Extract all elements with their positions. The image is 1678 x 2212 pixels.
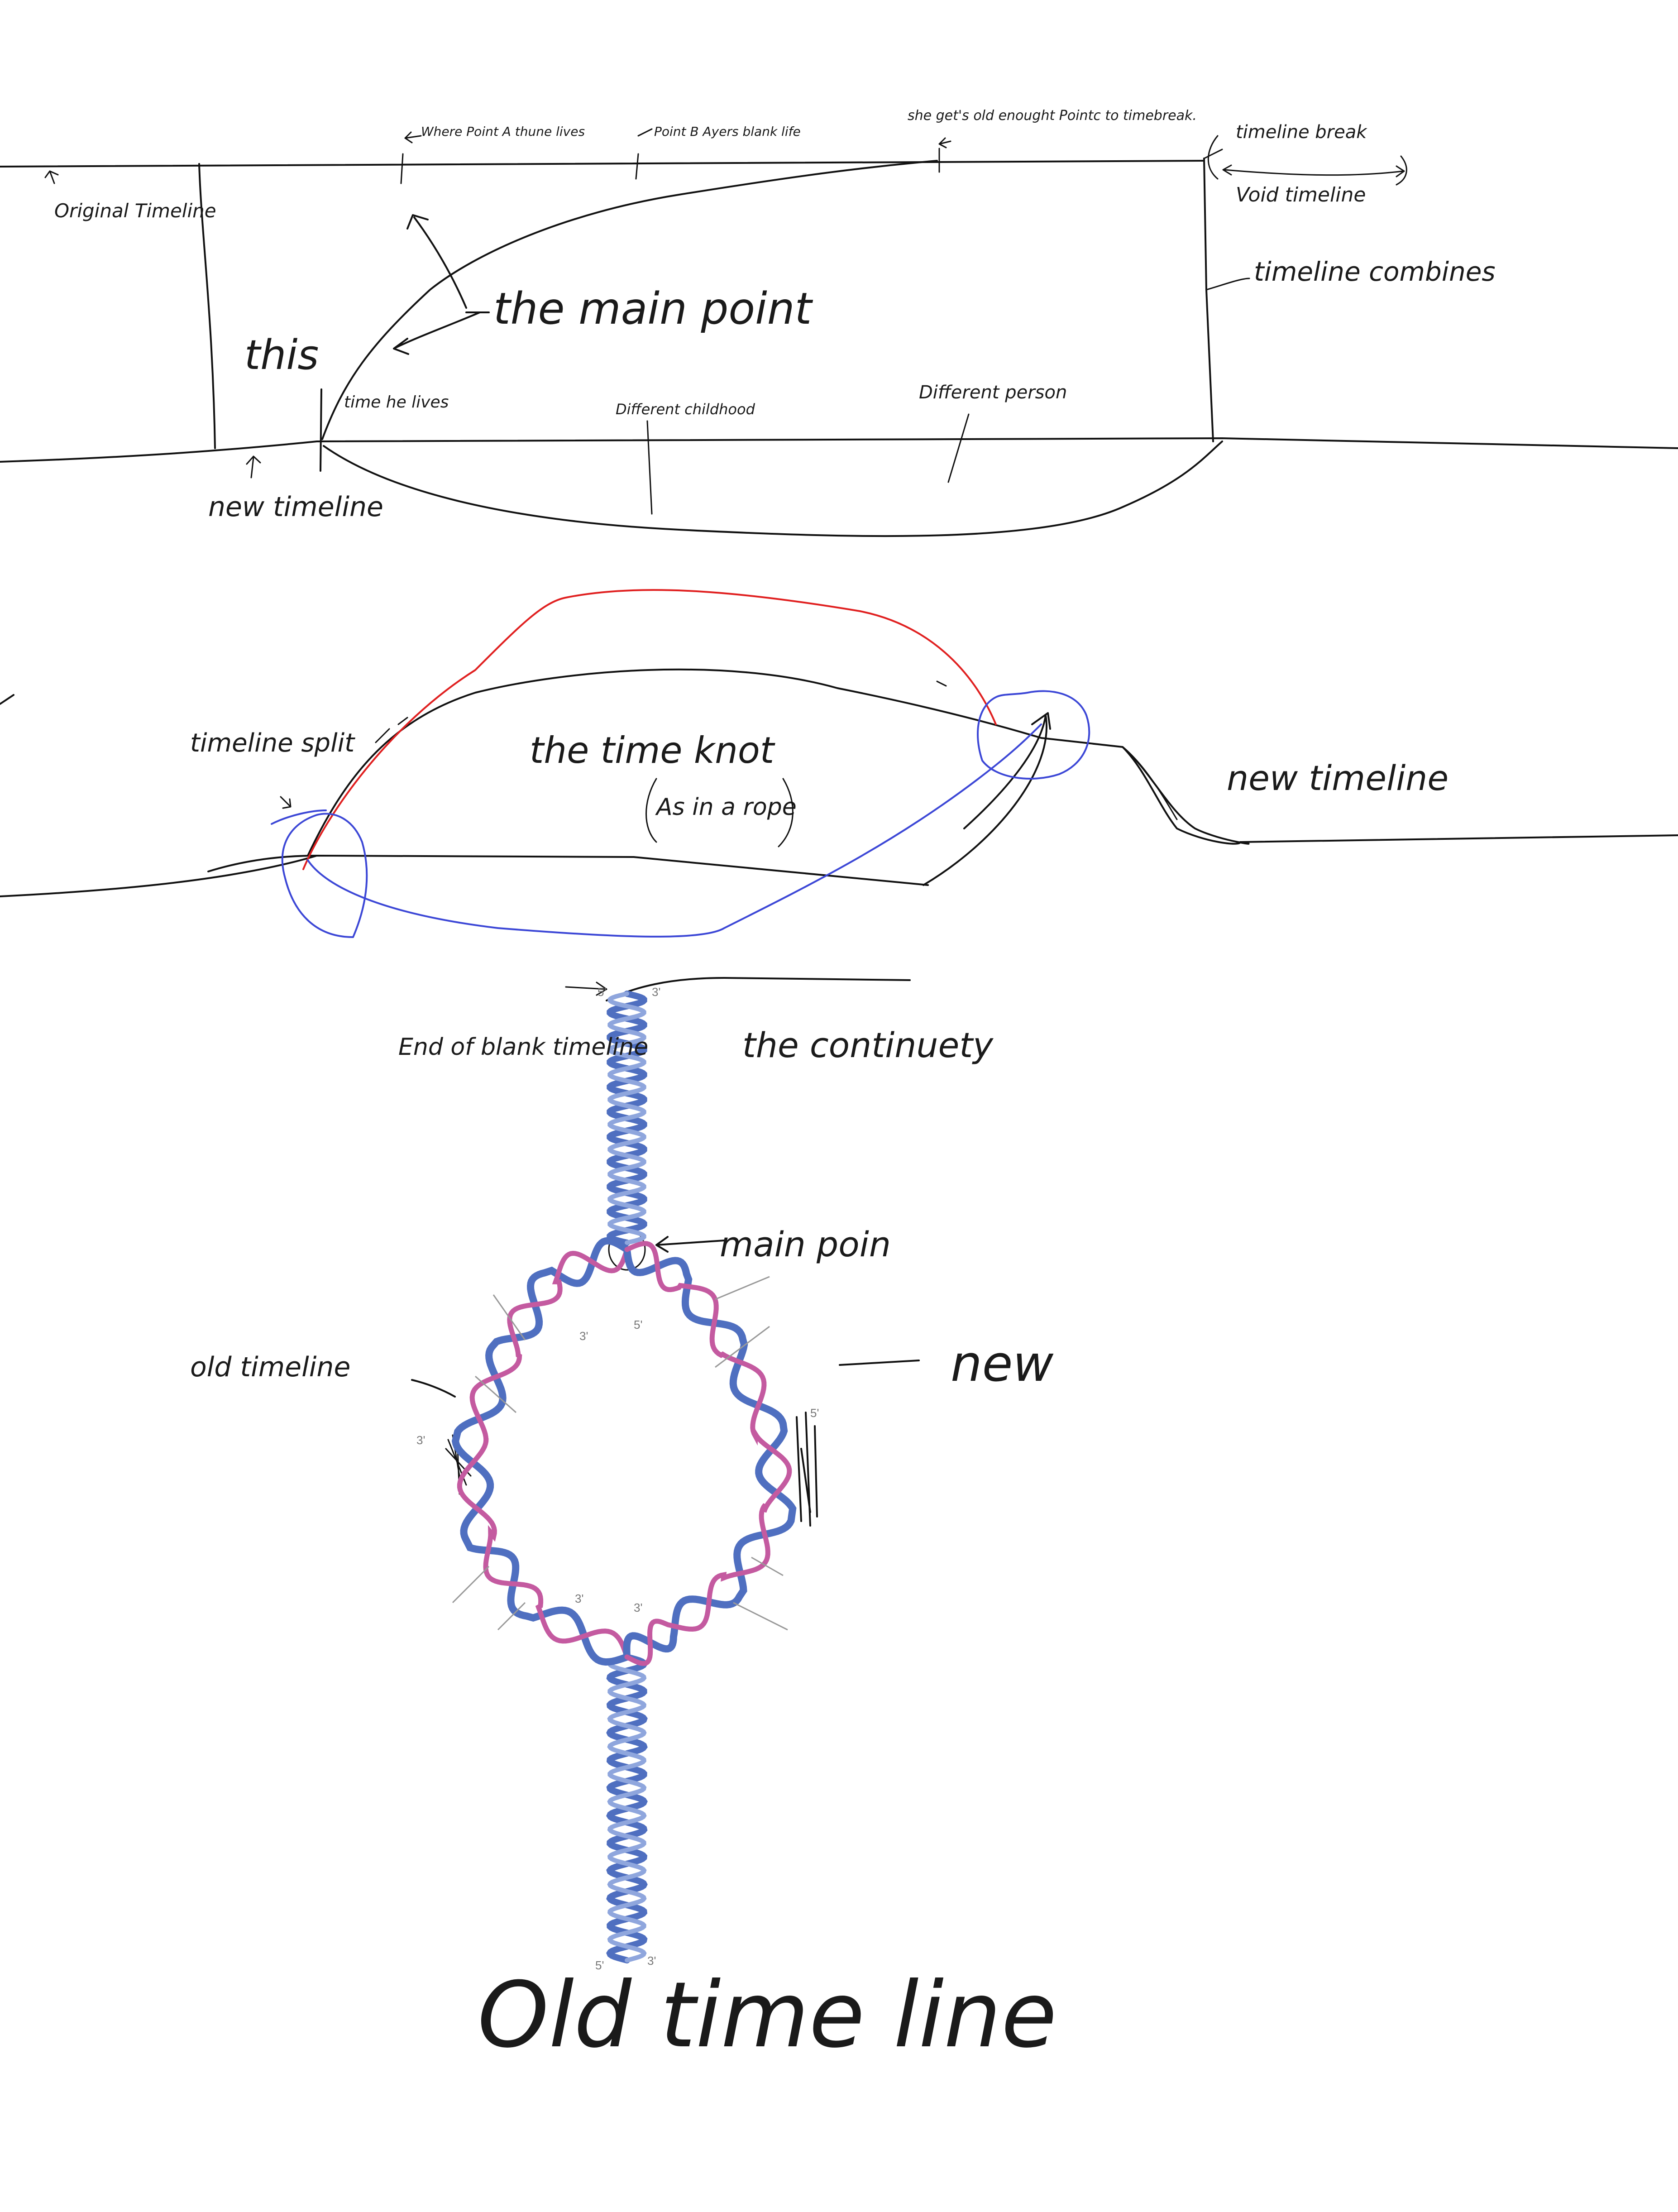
label-timeline-combines: timeline combines <box>1254 256 1496 287</box>
break-arrow <box>1222 164 1405 177</box>
helix-end-label: 3' <box>579 1329 588 1343</box>
label-different-person: Different person <box>919 382 1067 403</box>
main-point-branch-curve <box>321 160 938 440</box>
main-poin-leader <box>655 1236 725 1253</box>
knot-lower-timeline <box>0 855 929 897</box>
helix-end-label: 5' <box>634 1318 642 1331</box>
main-point-arrow-left <box>393 311 481 355</box>
label-as-in-a-rope: As in a rope <box>655 794 797 821</box>
point-b-tick <box>635 153 639 180</box>
left-connector-line <box>198 163 216 449</box>
helix-pointer-line <box>715 1326 770 1368</box>
helix-end-label: 5' <box>598 985 606 999</box>
label-old-timeline-left: old timeline <box>190 1351 350 1383</box>
label-where-point-a: Where Point A thune lives <box>421 124 585 139</box>
original-timeline-line <box>0 160 1205 168</box>
helix-end-label: 5' <box>595 1958 604 1972</box>
helix-end-label: 3' <box>416 1433 425 1447</box>
timeline-split-arrow <box>280 796 292 809</box>
new-leader <box>839 1360 920 1366</box>
point-a-leader <box>404 131 422 144</box>
right-connector-line <box>1203 158 1214 442</box>
timeline-split-diagram: Original Timeline Where Point A thune li… <box>0 108 1678 537</box>
break-leader <box>1203 148 1223 159</box>
label-new-timeline-s1: new timeline <box>208 491 383 523</box>
knot-red-path <box>302 589 997 870</box>
label-old-timeline-bottom: Old time line <box>478 1963 1057 2068</box>
knot-left-circle <box>281 813 368 938</box>
knot-left-stub <box>0 694 14 705</box>
dna-helix: 5' 3' 3' 5' 5' 3' 3' 3' 5' 3' <box>416 985 819 1972</box>
rope-parentheses <box>645 778 794 847</box>
end-arrow <box>565 982 607 996</box>
helix-pointer-line <box>751 1556 784 1576</box>
helix-pointer-line <box>733 1602 788 1631</box>
lower-loop-curve <box>323 440 1223 537</box>
label-she-gets-old: she get's old enought Pointc to timebrea… <box>908 108 1197 124</box>
right-scribble <box>796 1412 818 1527</box>
helix-left-arm-strand-b <box>457 1247 630 1660</box>
label-the-time-knot: the time knot <box>530 729 775 771</box>
knot-new-timeline-arrow <box>1122 746 1178 820</box>
label-the-main-point: the main point <box>493 283 813 334</box>
knot-mid-timeline <box>207 855 318 872</box>
label-original-timeline: Original Timeline <box>54 200 216 222</box>
point-a-tick <box>400 153 404 184</box>
time-knot-diagram: timeline split the time knot As in a rop… <box>0 589 1678 938</box>
knot-right-circle <box>977 690 1090 780</box>
label-timeline-break: timeline break <box>1236 122 1367 143</box>
label-main-poin: main poin <box>720 1224 891 1264</box>
helix-end-label: 3' <box>634 1601 642 1614</box>
original-timeline-arrow <box>44 170 59 184</box>
new-timeline-line <box>0 437 1678 463</box>
helix-pointer-line <box>715 1276 770 1300</box>
knot-blue-path <box>271 723 1042 938</box>
this-tick <box>320 388 322 472</box>
break-bracket <box>1207 135 1407 186</box>
helix-bottom-strand-b <box>607 1655 647 1963</box>
helix-end-label: 3' <box>647 1954 656 1968</box>
helix-top-strand-b <box>607 991 646 1245</box>
label-point-b: Point B Ayers blank life <box>654 124 801 139</box>
helix-end-label: 3' <box>575 1592 583 1605</box>
label-the-continuety: the continuety <box>742 1025 994 1065</box>
person-tick <box>947 413 970 483</box>
helix-pointer-line <box>492 1294 526 1341</box>
label-new-timeline-s2: new timeline <box>1227 758 1449 798</box>
helix-diagram: 5' 3' 3' 5' 5' 3' 3' 3' 5' 3' End of blank timeli… <box>190 977 1057 2068</box>
main-point-arrow-up <box>406 214 467 309</box>
label-new: new <box>951 1335 1054 1393</box>
helix-left-arm-strand-a <box>451 1237 631 1666</box>
helix-pointer-line <box>497 1602 526 1631</box>
label-time-he-lives: time he lives <box>344 393 449 412</box>
label-void-timeline: Void timeline <box>1236 183 1366 206</box>
helix-end-label: 5' <box>810 1406 819 1420</box>
helix-right-arm-strand-b <box>624 1241 792 1666</box>
helix-end-label: 3' <box>652 985 660 999</box>
point-b-leader <box>637 128 653 137</box>
combines-leader <box>1205 278 1250 291</box>
label-timeline-split: timeline split <box>190 728 355 758</box>
label-end-of-blank-timeline: End of blank timeline <box>398 1034 648 1061</box>
knot-dashes <box>375 680 947 743</box>
label-different-childhood: Different childhood <box>616 401 755 418</box>
left-scribble <box>445 1434 472 1495</box>
helix-right-arm-strand-a <box>623 1246 797 1661</box>
new-timeline-arrow <box>246 455 261 479</box>
old-timeline-leader <box>411 1379 456 1398</box>
point-c-leader <box>938 137 951 148</box>
childhood-tick <box>646 420 653 515</box>
helix-pointer-line <box>452 1566 490 1604</box>
knot-crossing-strands <box>923 712 1051 886</box>
knot-black-arc <box>307 668 1241 857</box>
helix-pointer-line <box>475 1375 516 1413</box>
label-this: this <box>244 331 319 379</box>
